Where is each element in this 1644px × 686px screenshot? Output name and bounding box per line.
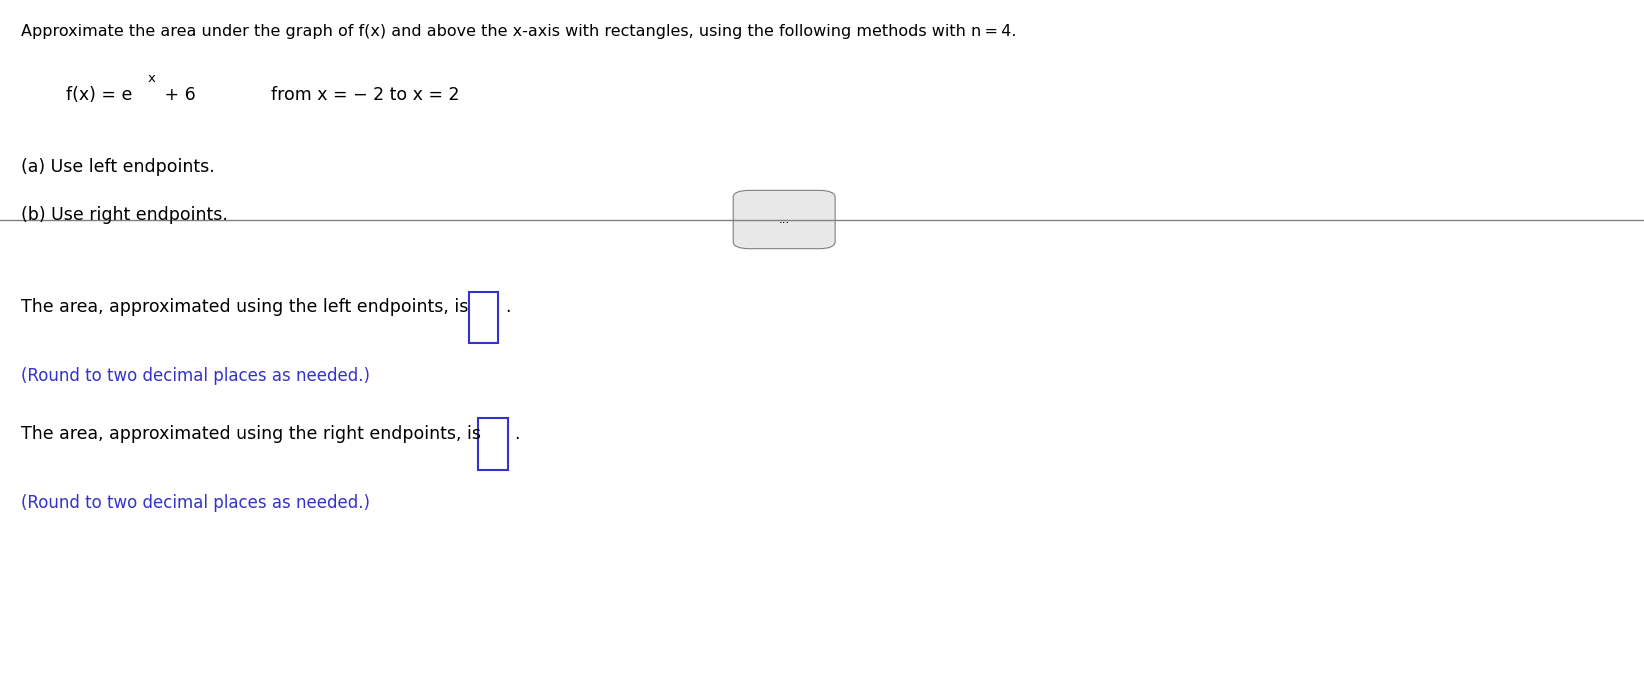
Text: (a) Use left endpoints.: (a) Use left endpoints. [21, 158, 215, 176]
Text: (Round to two decimal places as needed.): (Round to two decimal places as needed.) [21, 494, 370, 512]
Text: .: . [505, 298, 510, 316]
Text: The area, approximated using the right endpoints, is: The area, approximated using the right e… [21, 425, 487, 443]
Text: f(x) = e: f(x) = e [66, 86, 132, 104]
Text: ...: ... [779, 213, 789, 226]
Text: Approximate the area under the graph of f(x) and above the x-axis with rectangle: Approximate the area under the graph of … [21, 24, 1018, 39]
FancyBboxPatch shape [733, 190, 835, 248]
Text: (Round to two decimal places as needed.): (Round to two decimal places as needed.) [21, 367, 370, 385]
Text: The area, approximated using the left endpoints, is: The area, approximated using the left en… [21, 298, 473, 316]
Text: .: . [515, 425, 520, 443]
Text: x: x [148, 72, 156, 85]
Text: (b) Use right endpoints.: (b) Use right endpoints. [21, 206, 229, 224]
Text: from x = − 2 to x = 2: from x = − 2 to x = 2 [271, 86, 460, 104]
Text: + 6: + 6 [159, 86, 196, 104]
